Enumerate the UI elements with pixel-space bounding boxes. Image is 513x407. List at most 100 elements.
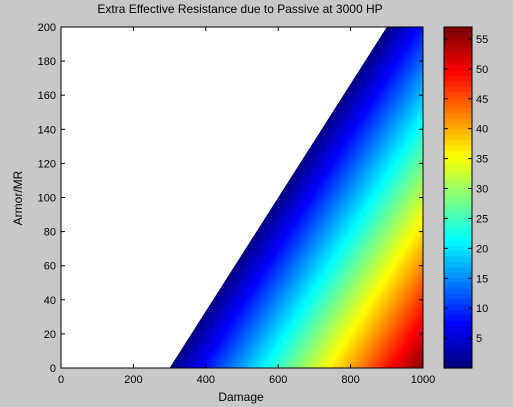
colorbar-step <box>444 234 472 241</box>
colorbar-step <box>444 138 472 145</box>
colorbar: 5 10 15 20 25 30 35 40 45 50 55 <box>443 26 488 369</box>
heatmap-surface <box>169 27 423 368</box>
colorbar-tick-label: 5 <box>476 333 482 345</box>
colorbar-step <box>444 32 472 39</box>
y-tick-label: 0 <box>50 363 56 375</box>
colorbar-step <box>444 298 472 305</box>
colorbar-gradient <box>444 27 472 369</box>
plot-area: 0 200 400 600 800 1000 0 20 40 60 80 100 120 140 160 1… <box>38 22 436 386</box>
colorbar-step <box>444 27 472 33</box>
colorbar-step <box>444 106 472 113</box>
heatmap-region <box>169 27 423 368</box>
colorbar-step <box>444 85 472 92</box>
x-tick-label: 400 <box>197 374 215 386</box>
colorbar-tick-label: 55 <box>476 34 488 46</box>
colorbar-step <box>444 42 472 49</box>
colorbar-tick-label: 10 <box>476 303 488 315</box>
y-tick-label: 20 <box>44 329 56 341</box>
y-tick-label: 120 <box>38 158 56 170</box>
colorbar-tick-label: 40 <box>476 124 488 136</box>
colorbar-ticks: 5 10 15 20 25 30 35 40 45 50 55 <box>444 34 488 345</box>
colorbar-step <box>444 272 472 279</box>
colorbar-step <box>444 69 472 76</box>
colorbar-step <box>444 176 472 183</box>
colorbar-step <box>444 293 472 300</box>
colorbar-step <box>444 165 472 172</box>
colorbar-step <box>444 320 472 326</box>
y-tick-label: 200 <box>38 22 56 34</box>
colorbar-frame <box>443 26 473 369</box>
colorbar-step <box>444 330 472 337</box>
x-axis-label: Damage <box>218 390 264 404</box>
colorbar-step <box>444 117 472 124</box>
colorbar-step <box>444 133 472 140</box>
colorbar-tick-label: 50 <box>476 64 488 76</box>
colorbar-step <box>444 250 472 257</box>
x-tick-label: 1000 <box>411 374 435 386</box>
y-tick-label: 80 <box>44 227 56 239</box>
colorbar-step <box>444 277 472 284</box>
colorbar-step <box>444 186 472 193</box>
colorbar-step <box>444 208 472 215</box>
chart-title: Extra Effective Resistance due to Passiv… <box>97 2 382 16</box>
x-axis-ticks: 0 200 400 600 800 1000 <box>58 27 435 386</box>
colorbar-step <box>444 202 472 209</box>
colorbar-step <box>444 192 472 199</box>
colorbar-step <box>444 96 472 103</box>
colorbar-step <box>444 357 472 364</box>
colorbar-step <box>444 160 472 167</box>
colorbar-step <box>444 288 472 295</box>
colorbar-step <box>444 197 472 204</box>
y-tick-label: 160 <box>38 90 56 102</box>
colorbar-step <box>444 362 472 369</box>
colorbar-step <box>444 346 472 353</box>
y-tick-label: 60 <box>44 261 56 273</box>
y-tick-label: 100 <box>38 193 56 205</box>
colorbar-step <box>444 336 472 342</box>
colorbar-step <box>444 74 472 81</box>
x-tick-label: 200 <box>124 374 142 386</box>
colorbar-tick-label: 15 <box>476 273 488 285</box>
colorbar-step <box>444 218 472 225</box>
colorbar-step <box>444 101 472 108</box>
colorbar-step <box>444 48 472 55</box>
colorbar-step <box>444 224 472 231</box>
colorbar-step <box>444 314 472 321</box>
y-tick-label: 140 <box>38 124 56 136</box>
colorbar-tick-label: 30 <box>476 184 488 196</box>
colorbar-step <box>444 282 472 289</box>
colorbar-tick-label: 25 <box>476 213 488 225</box>
colorbar-step <box>444 325 472 332</box>
colorbar-step <box>444 261 472 268</box>
colorbar-step <box>444 304 472 310</box>
colorbar-step <box>444 229 472 236</box>
colorbar-step <box>444 352 472 358</box>
x-tick-label: 800 <box>341 374 359 386</box>
colorbar-step <box>444 80 472 87</box>
y-axis-label: Armor/MR <box>11 170 25 225</box>
colorbar-step <box>444 341 472 348</box>
colorbar-step <box>444 128 472 135</box>
colorbar-step <box>444 256 472 263</box>
colorbar-step <box>444 122 472 129</box>
colorbar-step <box>444 144 472 151</box>
colorbar-step <box>444 149 472 156</box>
y-tick-label: 40 <box>44 295 56 307</box>
colorbar-tick-label: 35 <box>476 154 488 166</box>
colorbar-tick-label: 20 <box>476 243 488 255</box>
colorbar-step <box>444 181 472 188</box>
colorbar-step <box>444 170 472 177</box>
colorbar-step <box>444 213 472 220</box>
colorbar-tick-label: 45 <box>476 94 488 106</box>
x-tick-label: 600 <box>269 374 287 386</box>
colorbar-step <box>444 266 472 273</box>
colorbar-step <box>444 37 472 44</box>
colorbar-step <box>444 53 472 60</box>
colorbar-step <box>444 245 472 252</box>
colorbar-step <box>444 90 472 97</box>
colorbar-step <box>444 64 472 71</box>
colorbar-step <box>444 240 472 247</box>
y-axis-ticks: 0 20 40 60 80 100 120 140 160 180 200 <box>38 22 423 375</box>
y-tick-label: 180 <box>38 56 56 68</box>
